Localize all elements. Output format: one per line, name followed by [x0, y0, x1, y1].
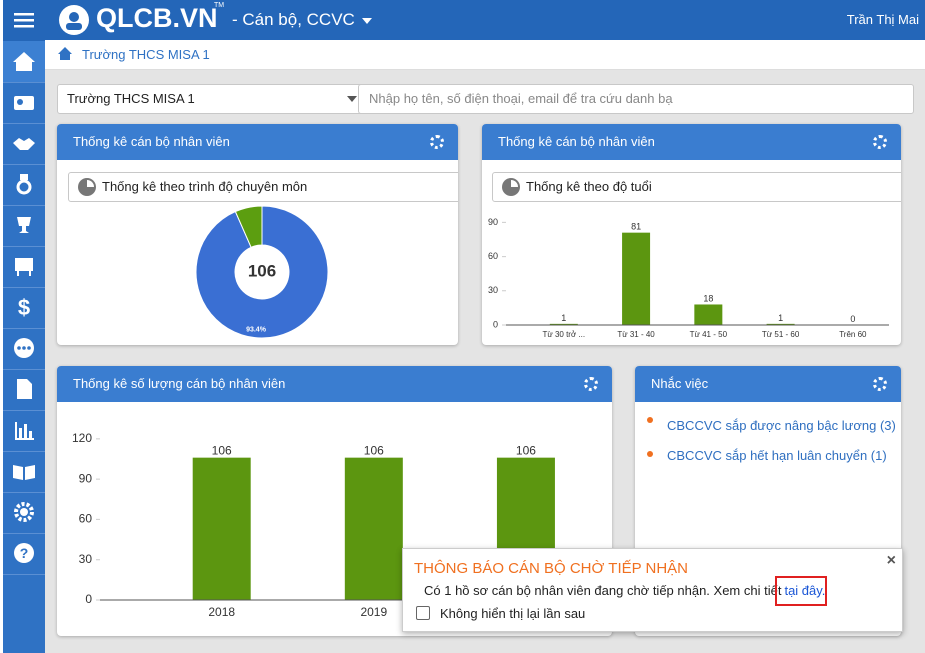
- logo-text: QLCB.VN: [96, 3, 218, 33]
- bar: [694, 304, 723, 325]
- y-tick-label: 30: [79, 552, 93, 566]
- bar: [549, 323, 578, 325]
- reminder-link[interactable]: CBCCVC sắp hết hạn luân chuyển (1): [667, 448, 887, 463]
- checkbox-label[interactable]: Không hiển thị lại lần sau: [440, 606, 586, 621]
- breadcrumb-link[interactable]: Trường THCS MISA 1: [82, 47, 210, 62]
- nav-training[interactable]: [3, 246, 45, 288]
- notification-popup: THÔNG BÁO CÁN BỘ CHỜ TIẾP NHẬN × Có 1 hồ…: [402, 548, 903, 632]
- menu-button[interactable]: [3, 0, 45, 42]
- nav-home[interactable]: [3, 41, 45, 83]
- bar: [766, 323, 795, 325]
- nav-more[interactable]: [3, 328, 45, 370]
- breadcrumb-home[interactable]: [57, 46, 73, 62]
- y-tick-label: 30: [488, 285, 498, 295]
- school-select[interactable]: Trường THCS MISA 1: [57, 84, 366, 114]
- value-label: 81: [631, 222, 641, 232]
- y-tick-label: 90: [79, 471, 93, 485]
- x-tick-label: Từ 41 - 50: [690, 330, 728, 339]
- panel: Thống kê số lượng cán bộ nhân viên 0 30 60…: [57, 366, 612, 636]
- bar: [344, 457, 403, 600]
- chart-select-text: Thống kê theo trình độ chuyên môn: [102, 179, 308, 194]
- reminder-link[interactable]: CBCCVC sắp được nâng bậc lương (3): [667, 418, 896, 433]
- header-bar: QLCB.VN TM - Cán bộ, CCVC Trần Thị Mai: [0, 0, 925, 40]
- svg-text:$: $: [18, 295, 30, 320]
- x-tick-label: 2019: [360, 605, 387, 619]
- module-caret[interactable]: [362, 18, 372, 24]
- pie-slice: [234, 205, 263, 248]
- chart-select-text: Thống kê theo độ tuổi: [526, 179, 652, 194]
- panel: Thống kê cán bộ nhân viên Thống kê theo …: [57, 124, 458, 345]
- y-tick-label: 60: [79, 512, 93, 526]
- close-button[interactable]: ×: [886, 552, 896, 569]
- value-label: 1: [778, 313, 783, 323]
- chart-select[interactable]: Thống kê theo trình độ chuyên môn: [68, 172, 458, 202]
- svg-text:?: ?: [20, 545, 29, 561]
- x-tick-label: Từ 30 trở ...: [543, 330, 586, 339]
- chart-select[interactable]: Thống kê theo độ tuổi: [492, 172, 901, 202]
- panel-title: Thống kê cán bộ nhân viên: [57, 124, 458, 160]
- nav-report[interactable]: [3, 410, 45, 452]
- x-tick-label: 2018: [208, 605, 235, 619]
- value-label: 1: [561, 313, 566, 323]
- popup-title: THÔNG BÁO CÁN BỘ CHỜ TIẾP NHẬN: [414, 560, 689, 577]
- user-name[interactable]: Trần Thị Mai: [846, 12, 919, 27]
- breadcrumb-bar: Trường THCS MISA 1: [45, 40, 925, 70]
- chart: 93.4% 106: [195, 205, 329, 339]
- nav-document[interactable]: [3, 369, 45, 411]
- x-tick-label: Từ 51 - 60: [762, 330, 800, 339]
- y-tick-label: 0: [85, 592, 92, 606]
- search-placeholder: Nhập họ tên, số điện thoại, email để tra…: [369, 91, 673, 106]
- x-tick-label: Từ 31 - 40: [617, 330, 655, 339]
- nav-settings[interactable]: [3, 492, 45, 534]
- slice-label: 93.4%: [246, 327, 267, 334]
- settings-button[interactable]: [873, 135, 887, 149]
- value-label: 106: [516, 444, 536, 458]
- nav-salary[interactable]: $: [3, 287, 45, 329]
- nav-guide[interactable]: [3, 451, 45, 493]
- y-tick-label: 0: [493, 319, 498, 329]
- search-input[interactable]: Nhập họ tên, số điện thoại, email để tra…: [358, 84, 914, 114]
- panel-title: Thống kê cán bộ nhân viên: [482, 124, 901, 160]
- nav-staff[interactable]: [3, 82, 45, 124]
- value-label: 106: [364, 444, 384, 458]
- popup-message-text: Có 1 hồ sơ cán bộ nhân viên đang chờ tiế…: [424, 583, 782, 598]
- nav-trophy[interactable]: [3, 205, 45, 247]
- checkbox[interactable]: [416, 606, 430, 620]
- nav-award[interactable]: [3, 164, 45, 206]
- popup-message: Có 1 hồ sơ cán bộ nhân viên đang chờ tiế…: [424, 583, 825, 598]
- value-label: 106: [212, 444, 232, 458]
- center-label: 106: [248, 261, 276, 280]
- panel-title: Thống kê số lượng cán bộ nhân viên: [57, 366, 612, 402]
- value-label: 18: [703, 293, 713, 303]
- module-selector[interactable]: - Cán bộ, CCVC: [232, 10, 355, 29]
- settings-button[interactable]: [873, 377, 887, 391]
- school-select-text: Trường THCS MISA 1: [67, 91, 195, 106]
- sidebar: $ ?: [0, 0, 45, 653]
- panel: Thống kê cán bộ nhân viên Thống kê theo …: [482, 124, 901, 345]
- nav-contract[interactable]: [3, 123, 45, 165]
- value-label: 0: [850, 314, 855, 324]
- settings-button[interactable]: [430, 135, 444, 149]
- chart: 0 30 60 90 1 Từ 30 trở ... 81 Từ 31 - 40 18 Từ 41…: [488, 217, 889, 339]
- popup-link[interactable]: tại đây.: [784, 583, 826, 598]
- y-tick-label: 60: [488, 251, 498, 261]
- pie-slice: [195, 205, 329, 339]
- settings-button[interactable]: [584, 377, 598, 391]
- panel-title: Nhắc việc: [635, 366, 901, 402]
- highlight-box: [775, 576, 827, 606]
- bar: [192, 457, 251, 600]
- bar: [622, 232, 651, 325]
- nav-help[interactable]: ?: [3, 533, 45, 575]
- logo-icon: [59, 5, 89, 35]
- logo-tm: TM: [214, 2, 225, 9]
- y-tick-label: 120: [72, 431, 92, 445]
- y-tick-label: 90: [488, 217, 498, 227]
- x-tick-label: Trên 60: [839, 330, 867, 339]
